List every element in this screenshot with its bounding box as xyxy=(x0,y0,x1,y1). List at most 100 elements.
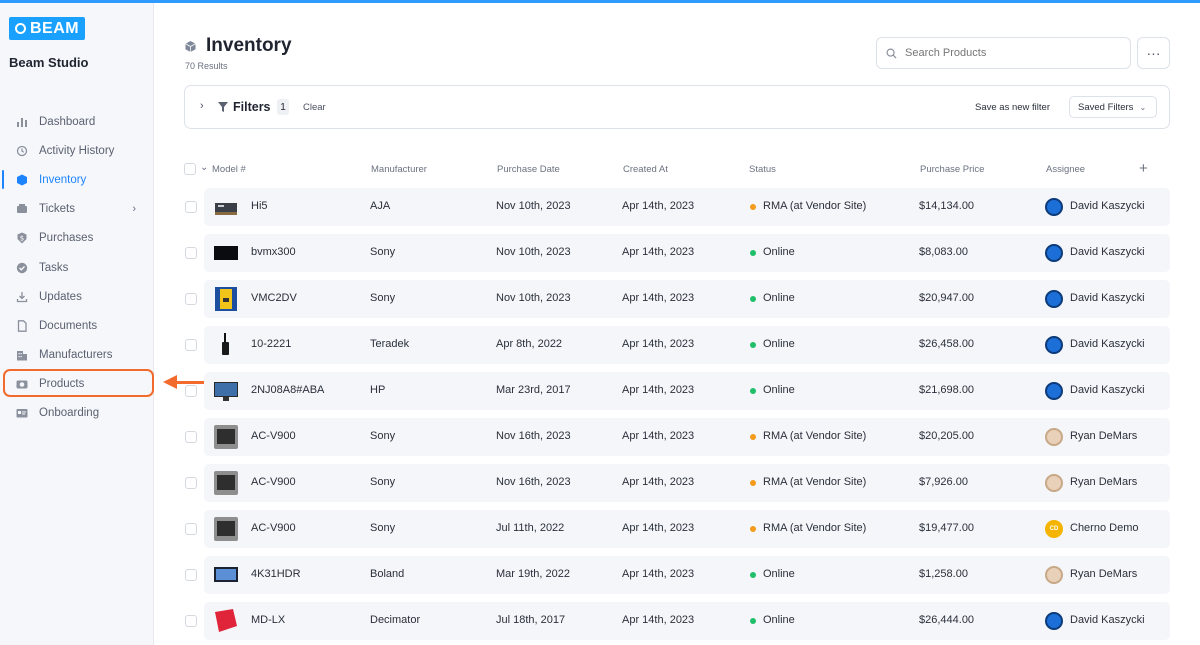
product-thumbnail xyxy=(213,516,239,542)
row-checkbox[interactable] xyxy=(185,477,197,489)
cell-assignee[interactable]: Ryan DeMars xyxy=(1070,568,1138,580)
row-checkbox[interactable] xyxy=(185,201,197,213)
sidebar-item-label: Products xyxy=(39,378,85,391)
sidebar-item-activity-history[interactable]: Activity History xyxy=(0,136,154,165)
cell-manufacturer: AJA xyxy=(370,200,391,212)
table-row[interactable]: MD-LX Decimator Jul 18th, 2017 Apr 14th, 20… xyxy=(155,602,1200,640)
status-dot-icon xyxy=(750,296,756,302)
column-header-manufacturer[interactable]: Manufacturer xyxy=(371,164,427,175)
table-row[interactable]: AC-V900 Sony Nov 16th, 2023 Apr 14th, 2023 R… xyxy=(155,418,1200,456)
filters-label[interactable]: Filters xyxy=(233,100,271,114)
annotation-arrow-line xyxy=(176,381,224,384)
table-row[interactable]: AC-V900 Sony Nov 16th, 2023 Apr 14th, 2023 R… xyxy=(155,464,1200,502)
table-row[interactable]: 2NJ08A8#ABA HP Mar 23rd, 2017 Apr 14th, 202… xyxy=(155,372,1200,410)
row-checkbox[interactable] xyxy=(185,523,197,535)
cell-model[interactable]: AC-V900 xyxy=(251,522,296,534)
add-column-icon[interactable]: + xyxy=(1139,160,1148,177)
cell-manufacturer: HP xyxy=(370,384,386,396)
column-header-assignee[interactable]: Assignee xyxy=(1046,164,1086,175)
chevron-right-icon[interactable]: › xyxy=(132,202,136,215)
expand-chevron-icon[interactable]: › xyxy=(200,100,204,112)
row-checkbox[interactable] xyxy=(185,615,197,627)
search-icon xyxy=(886,48,897,59)
cell-assignee[interactable]: Ryan DeMars xyxy=(1070,476,1138,488)
svg-text:$: $ xyxy=(19,235,23,243)
column-header-purchase-price[interactable]: Purchase Price xyxy=(920,164,985,175)
table-row[interactable]: 10-2221 Teradek Apr 8th, 2022 Apr 14th, 202… xyxy=(155,326,1200,364)
row-checkbox[interactable] xyxy=(185,247,197,259)
annotation-arrow-head xyxy=(163,375,177,389)
cell-manufacturer: Sony xyxy=(370,292,396,304)
sidebar-item-manufacturers[interactable]: Manufacturers xyxy=(0,341,154,370)
cell-assignee[interactable]: David Kaszycki xyxy=(1070,246,1145,258)
dollar-badge-icon: $ xyxy=(15,232,28,245)
cell-assignee[interactable]: Ryan DeMars xyxy=(1070,430,1138,442)
cell-purchase-date: Nov 10th, 2023 xyxy=(496,246,571,258)
cell-assignee[interactable]: David Kaszycki xyxy=(1070,338,1145,350)
cell-assignee[interactable]: David Kaszycki xyxy=(1070,292,1145,304)
sidebar-item-updates[interactable]: Updates xyxy=(0,282,154,311)
cell-status: Online xyxy=(763,292,795,304)
cell-model[interactable]: AC-V900 xyxy=(251,430,296,442)
table-row[interactable]: AC-V900 Sony Jul 11th, 2022 Apr 14th, 2023 R… xyxy=(155,510,1200,548)
product-thumbnail xyxy=(213,608,239,634)
select-all-checkbox[interactable] xyxy=(184,163,196,175)
row-checkbox[interactable] xyxy=(185,339,197,351)
row-background xyxy=(204,418,1170,456)
avatar xyxy=(1045,566,1063,584)
row-background xyxy=(204,510,1170,548)
cell-model[interactable]: VMC2DV xyxy=(251,292,297,304)
clear-filters-button[interactable]: Clear xyxy=(303,102,326,113)
beam-logo[interactable]: BEAM xyxy=(9,17,85,40)
sidebar-item-purchases[interactable]: $ Purchases xyxy=(0,224,154,253)
status-dot-icon xyxy=(750,388,756,394)
row-checkbox[interactable] xyxy=(185,431,197,443)
row-checkbox[interactable] xyxy=(185,293,197,305)
search-box[interactable] xyxy=(876,37,1131,69)
more-options-button[interactable]: ··· xyxy=(1137,37,1170,69)
filter-bar: › Filters 1 Clear Save as new filter Sav… xyxy=(184,85,1170,129)
table-row[interactable]: 4K31HDR Boland Mar 19th, 2022 Apr 14th, 202… xyxy=(155,556,1200,594)
cell-model[interactable]: MD-LX xyxy=(251,614,286,626)
studio-name[interactable]: Beam Studio xyxy=(9,55,89,70)
cell-assignee[interactable]: David Kaszycki xyxy=(1070,200,1145,212)
sidebar-item-inventory[interactable]: Inventory xyxy=(0,165,154,194)
table-row[interactable]: bvmx300 Sony Nov 10th, 2023 Apr 14th, 2023 O… xyxy=(155,234,1200,272)
product-thumbnail xyxy=(213,240,239,266)
column-header-status[interactable]: Status xyxy=(749,164,776,175)
cell-assignee[interactable]: Cherno Demo xyxy=(1070,522,1139,534)
cell-model[interactable]: Hi5 xyxy=(251,200,268,212)
page-title: Inventory xyxy=(206,35,292,56)
sidebar-item-documents[interactable]: Documents xyxy=(0,311,154,340)
cell-model[interactable]: 4K31HDR xyxy=(251,568,301,580)
saved-filters-dropdown[interactable]: Saved Filters ⌄ xyxy=(1069,96,1157,118)
save-filter-button[interactable]: Save as new filter xyxy=(975,102,1050,113)
product-thumbnail xyxy=(213,470,239,496)
column-header-model[interactable]: Model # xyxy=(212,164,246,175)
sort-chevron-icon[interactable]: ⌄ xyxy=(200,162,209,173)
cell-model[interactable]: 2NJ08A8#ABA xyxy=(251,384,325,396)
cell-model[interactable]: AC-V900 xyxy=(251,476,296,488)
table-row[interactable]: VMC2DV Sony Nov 10th, 2023 Apr 14th, 2023 On… xyxy=(155,280,1200,318)
cell-assignee[interactable]: David Kaszycki xyxy=(1070,614,1145,626)
cell-assignee[interactable]: David Kaszycki xyxy=(1070,384,1145,396)
sidebar-nav: Dashboard Activity History Inventory Ticket… xyxy=(0,107,154,428)
column-header-created-at[interactable]: Created At xyxy=(623,164,668,175)
sidebar-item-label: Documents xyxy=(39,319,98,332)
row-checkbox[interactable] xyxy=(185,569,197,581)
sidebar-item-tasks[interactable]: Tasks xyxy=(0,253,154,282)
sidebar-item-dashboard[interactable]: Dashboard xyxy=(0,107,154,136)
column-header-purchase-date[interactable]: Purchase Date xyxy=(497,164,560,175)
cell-purchase-price: $8,083.00 xyxy=(919,246,968,258)
sidebar-item-products[interactable]: Products xyxy=(0,370,154,399)
cell-model[interactable]: bvmx300 xyxy=(251,246,296,258)
search-input[interactable] xyxy=(905,47,1115,59)
table-row[interactable]: Hi5 AJA Nov 10th, 2023 Apr 14th, 2023 RMA (a… xyxy=(155,188,1200,226)
cell-purchase-price: $26,444.00 xyxy=(919,614,975,626)
row-checkbox[interactable] xyxy=(185,385,197,397)
cell-model[interactable]: 10-2221 xyxy=(251,338,292,350)
cell-created-at: Apr 14th, 2023 xyxy=(622,568,695,580)
sidebar-item-onboarding[interactable]: Onboarding xyxy=(0,399,154,428)
sidebar-item-tickets[interactable]: Tickets › xyxy=(0,195,154,224)
avatar xyxy=(1045,428,1063,446)
